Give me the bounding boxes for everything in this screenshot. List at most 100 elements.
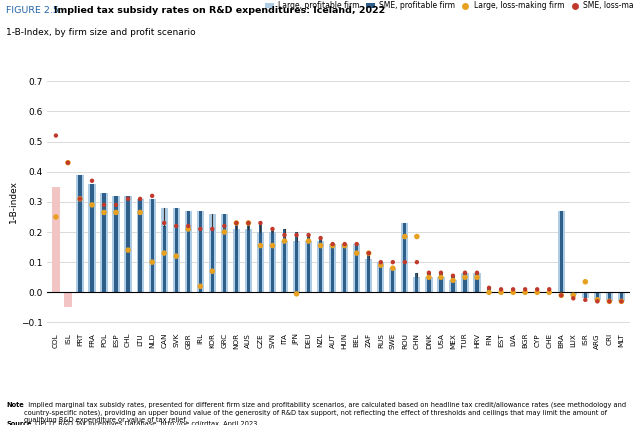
Point — [279, 232, 289, 238]
Point — [364, 250, 374, 257]
Bar — [139, 199, 142, 292]
Point — [183, 223, 193, 230]
Bar — [101, 193, 108, 292]
Bar — [293, 241, 300, 292]
Bar — [259, 223, 262, 292]
Bar — [78, 175, 82, 292]
Bar — [187, 211, 190, 292]
Bar — [151, 199, 154, 292]
Bar — [367, 253, 370, 292]
Point — [436, 269, 446, 276]
Point — [147, 259, 157, 266]
Bar — [53, 187, 60, 292]
Bar — [437, 277, 444, 292]
Point — [400, 259, 410, 266]
Bar — [572, 292, 575, 295]
Bar — [223, 214, 226, 292]
Bar — [548, 289, 551, 292]
Point — [484, 289, 494, 296]
Bar — [211, 229, 214, 292]
Point — [327, 241, 337, 247]
Point — [243, 220, 253, 227]
Point — [605, 298, 615, 305]
Bar — [221, 214, 228, 292]
Point — [99, 209, 109, 216]
Point — [315, 235, 325, 241]
Point — [207, 226, 217, 232]
Point — [99, 201, 109, 208]
Point — [267, 242, 277, 249]
Text: Source: Source — [6, 421, 32, 425]
Point — [243, 220, 253, 227]
Text: Implied tax subsidy rates on R&D expenditures: Iceland, 2022: Implied tax subsidy rates on R&D expendi… — [54, 6, 385, 15]
Bar — [271, 229, 274, 292]
Text: 1-B-Index, by firm size and profit scenario: 1-B-Index, by firm size and profit scena… — [6, 28, 196, 37]
Point — [303, 232, 313, 238]
Bar — [475, 273, 479, 292]
Point — [135, 196, 145, 202]
Point — [123, 196, 133, 202]
Point — [508, 289, 518, 296]
Point — [291, 290, 301, 297]
Point — [111, 201, 121, 208]
Point — [327, 242, 337, 249]
Bar — [269, 232, 276, 292]
Bar — [65, 292, 72, 307]
Point — [556, 292, 567, 299]
Bar — [439, 273, 442, 292]
Point — [231, 220, 241, 227]
Point — [484, 284, 494, 291]
Point — [605, 298, 615, 305]
Point — [412, 259, 422, 266]
Point — [303, 238, 313, 244]
Bar — [307, 235, 310, 292]
Bar — [618, 292, 625, 301]
Bar — [77, 175, 84, 292]
Point — [123, 246, 133, 253]
Bar — [499, 289, 503, 292]
Y-axis label: 1-B-index: 1-B-index — [9, 180, 18, 224]
Bar — [113, 196, 120, 292]
Point — [364, 250, 374, 257]
Bar — [149, 199, 156, 292]
Point — [183, 226, 193, 232]
Bar — [606, 292, 613, 301]
Bar — [536, 289, 539, 292]
Bar — [199, 211, 202, 292]
Bar — [257, 232, 264, 292]
Bar — [247, 223, 250, 292]
Point — [267, 226, 277, 232]
Point — [376, 259, 386, 266]
Bar — [403, 223, 406, 292]
Point — [532, 286, 542, 293]
Bar — [427, 273, 430, 292]
Bar — [523, 289, 527, 292]
Bar — [163, 226, 166, 292]
Bar — [451, 276, 454, 292]
Bar — [343, 244, 346, 292]
Bar — [415, 273, 418, 292]
Bar — [461, 273, 468, 292]
Point — [352, 241, 362, 247]
Bar — [175, 208, 178, 292]
Bar — [596, 292, 599, 300]
Bar — [391, 268, 394, 292]
Point — [580, 278, 591, 285]
Point — [508, 286, 518, 293]
Point — [255, 242, 265, 249]
Bar — [295, 232, 298, 292]
Point — [617, 298, 627, 305]
Point — [87, 177, 97, 184]
Bar — [413, 277, 420, 292]
Text: FIGURE 2.5.: FIGURE 2.5. — [6, 6, 62, 15]
Bar — [235, 223, 238, 292]
Point — [195, 283, 205, 290]
Point — [315, 242, 325, 249]
Point — [520, 286, 530, 293]
Point — [376, 262, 386, 269]
Bar — [487, 288, 491, 292]
Bar — [89, 184, 96, 292]
Point — [159, 250, 169, 257]
Point — [51, 213, 61, 220]
Point — [279, 238, 289, 244]
